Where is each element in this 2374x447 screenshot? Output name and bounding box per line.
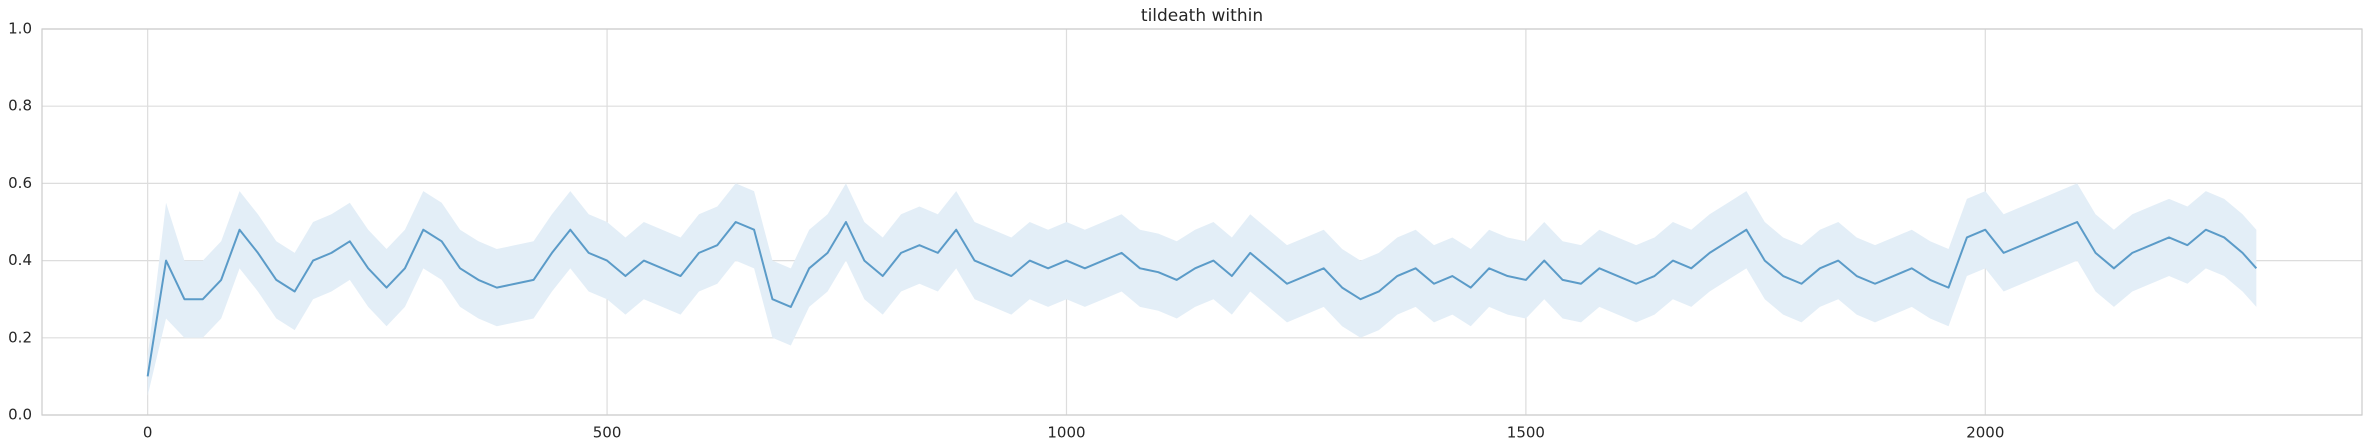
x-tick-label: 0 — [143, 424, 153, 442]
x-tick-label: 1500 — [1507, 424, 1545, 442]
x-tick-label: 500 — [593, 424, 622, 442]
plot-frame — [41, 28, 2363, 416]
x-tick-label: 1000 — [1047, 424, 1085, 442]
y-tick-label: 0.6 — [8, 174, 32, 192]
x-tick-label: 2000 — [1966, 424, 2004, 442]
marks — [146, 183, 2258, 396]
y-tick-label: 1.0 — [8, 20, 32, 38]
confidence-band — [147, 183, 2257, 396]
chart-title: tildeath within — [1141, 6, 1263, 26]
y-tick-label: 0.2 — [8, 328, 32, 346]
line — [146, 221, 2258, 377]
y-tick-label: 0.8 — [8, 97, 32, 115]
y-tick-label: 0.4 — [8, 251, 32, 269]
y-tick-label: 0.0 — [8, 406, 32, 424]
